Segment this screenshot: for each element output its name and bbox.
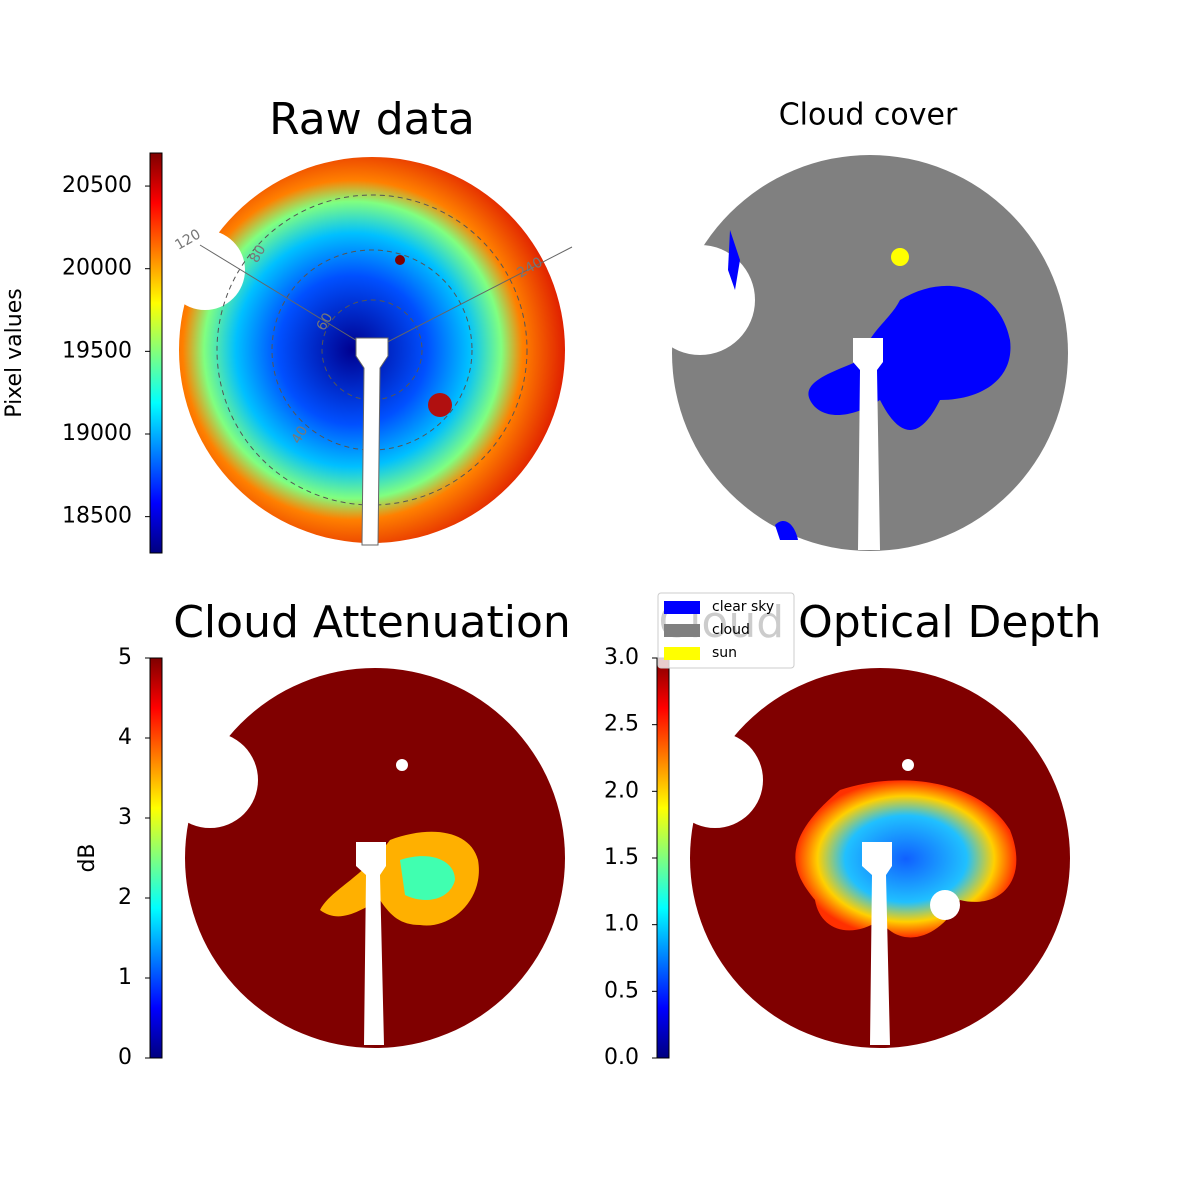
colorbar-tick-label: 2.0 bbox=[604, 778, 639, 803]
colorbar-tick-label: 5 bbox=[118, 645, 132, 670]
colorbar-tick-label: 19000 bbox=[62, 421, 132, 446]
colorbar-label: dB bbox=[75, 843, 100, 872]
legend-label: sun bbox=[712, 645, 737, 661]
legend-label: clear sky bbox=[712, 599, 774, 615]
colorbar-tick-label: 20000 bbox=[62, 256, 132, 281]
colorbar bbox=[656, 657, 670, 1059]
polar-annotation: 60 bbox=[314, 310, 337, 333]
optical-depth-image bbox=[667, 668, 1070, 1048]
raw-image bbox=[165, 157, 573, 546]
polar-annotation: 40 bbox=[289, 423, 312, 446]
colorbar-tick-label: 18500 bbox=[62, 504, 132, 529]
colorbar-tick-label: 0.5 bbox=[604, 978, 639, 1003]
colorbar bbox=[149, 657, 163, 1059]
colorbar-tick-label: 3.0 bbox=[604, 645, 639, 670]
colorbar-tick-label: 2.5 bbox=[604, 712, 639, 737]
colorbar-tick-label: 19500 bbox=[62, 338, 132, 363]
cloud-cover-image bbox=[645, 155, 1068, 551]
colorbar-tick-label: 4 bbox=[118, 725, 132, 750]
colorbar-tick-label: 1.0 bbox=[604, 912, 639, 937]
attenuation-image bbox=[162, 668, 565, 1048]
colorbar-label: Pixel values bbox=[2, 288, 27, 417]
legend-swatch bbox=[664, 647, 700, 660]
panel-title: Cloud cover bbox=[779, 98, 958, 133]
panel-title: Raw data bbox=[269, 94, 475, 145]
legend-swatch bbox=[664, 624, 700, 637]
colorbar-tick-label: 0 bbox=[118, 1045, 132, 1070]
colorbar-tick-label: 20500 bbox=[62, 173, 132, 198]
panel-title: Cloud Attenuation bbox=[173, 597, 571, 648]
colorbar-tick-label: 1 bbox=[118, 965, 132, 990]
colorbar bbox=[149, 152, 163, 554]
polar-annotation: 80 bbox=[247, 242, 270, 265]
colorbar-tick-label: 3 bbox=[118, 805, 132, 830]
colorbar-tick-label: 0.0 bbox=[604, 1045, 639, 1070]
colorbar-tick-label: 2 bbox=[118, 885, 132, 910]
colorbar-tick-label: 1.5 bbox=[604, 845, 639, 870]
legend-label: cloud bbox=[712, 622, 750, 638]
legend-swatch bbox=[664, 601, 700, 614]
